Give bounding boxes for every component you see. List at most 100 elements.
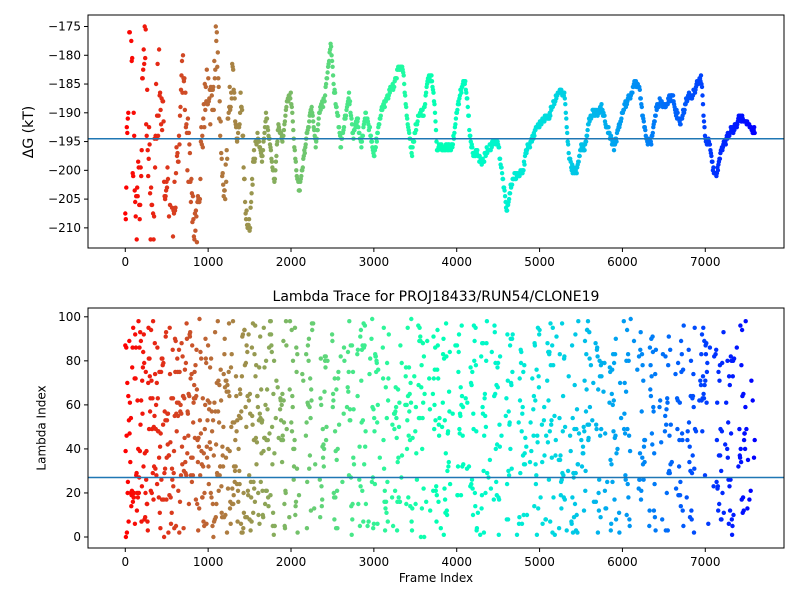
lambda-point [507,343,513,348]
lambda-point [614,451,619,456]
lambda-point [190,455,195,460]
lambda-point [224,530,230,535]
lambda-point [517,515,522,520]
delta-g-point [146,125,152,130]
lambda-point [660,517,665,522]
lambda-point [627,517,632,522]
lambda-point [727,484,732,489]
lambda-point [601,389,606,394]
delta-g-point [158,107,163,113]
lambda-point [154,481,160,487]
delta-g-point [562,96,567,101]
lambda-point [275,385,280,390]
lambda-point [519,521,525,526]
lambda-point [504,481,510,487]
lambda-point [596,508,602,513]
lambda-point [383,385,388,390]
lambda-panel: Lambda Trace for PROJ18433/RUN54/CLONE19… [35,289,785,585]
lambda-point [310,327,315,333]
lambda-point [499,433,504,438]
delta-g-point [148,185,154,190]
delta-g-point [500,176,506,182]
lambda-point [566,374,571,379]
x-tick-label: 5000 [524,255,555,269]
lambda-point [689,517,694,522]
delta-g-point [274,153,279,159]
lambda-point [421,400,426,405]
lambda-point [146,380,151,386]
lambda-point [351,462,357,467]
lambda-points [123,316,757,540]
lambda-point [574,426,579,432]
lambda-point [685,437,690,443]
lambda-point [586,422,592,427]
delta-g-point [330,64,335,70]
lambda-point [700,374,706,379]
delta-g-point [220,171,225,176]
delta-g-point [606,125,611,130]
delta-g-point [574,171,579,176]
lambda-point [176,488,181,493]
lambda-point [145,519,150,524]
delta-g-point [240,133,246,138]
lambda-point [263,402,268,408]
delta-g-point [564,116,569,121]
lambda-point [613,433,618,438]
lambda-point [717,501,722,507]
lambda-point [237,468,242,474]
delta-g-point [272,176,278,182]
lambda-point [528,420,533,425]
lambda-point [154,380,159,386]
lambda-point [384,415,389,421]
lambda-point [497,354,503,359]
lambda-point [664,490,669,496]
lambda-point [508,446,513,452]
delta-g-point [303,142,308,147]
lambda-point [455,493,460,498]
lambda-point [255,393,260,399]
lambda-point [617,380,623,386]
delta-g-point [260,148,266,153]
lambda-point [741,391,746,397]
lambda-point [518,470,523,476]
lambda-point [432,402,437,408]
lambda-point [679,431,685,436]
delta-g-point [709,153,714,159]
lambda-point [704,369,710,375]
delta-g-point [246,217,252,222]
lambda-point [576,319,581,324]
lambda-point [642,459,647,465]
lambda-point [410,506,415,511]
lambda-point [520,404,525,410]
lambda-point [123,448,128,454]
lambda-point [240,530,245,535]
lambda-point [195,501,200,507]
lambda-point [598,515,603,520]
lambda-point [726,374,732,379]
lambda-point [303,433,309,438]
delta-g-point [149,202,155,208]
lambda-point [279,459,285,465]
lambda-point [657,404,662,410]
lambda-point [728,477,733,482]
lambda-point [436,422,441,427]
lambda-point [516,420,521,425]
delta-g-point [239,107,245,113]
lambda-point [553,453,558,458]
lambda-point [552,532,557,537]
delta-g-point [359,145,364,150]
lambda-point [591,380,596,386]
lambda-point [144,448,149,454]
delta-g-point [678,122,683,127]
lambda-point [177,530,182,535]
delta-g-point [652,119,657,124]
lambda-point [253,323,258,328]
lambda-point [466,464,472,469]
delta-g-point [124,125,129,130]
lambda-point [545,440,551,445]
delta-g-point [218,133,223,138]
lambda-point [496,532,501,537]
lambda-point [460,433,465,438]
lambda-point [226,321,232,326]
lambda-point [205,343,211,348]
